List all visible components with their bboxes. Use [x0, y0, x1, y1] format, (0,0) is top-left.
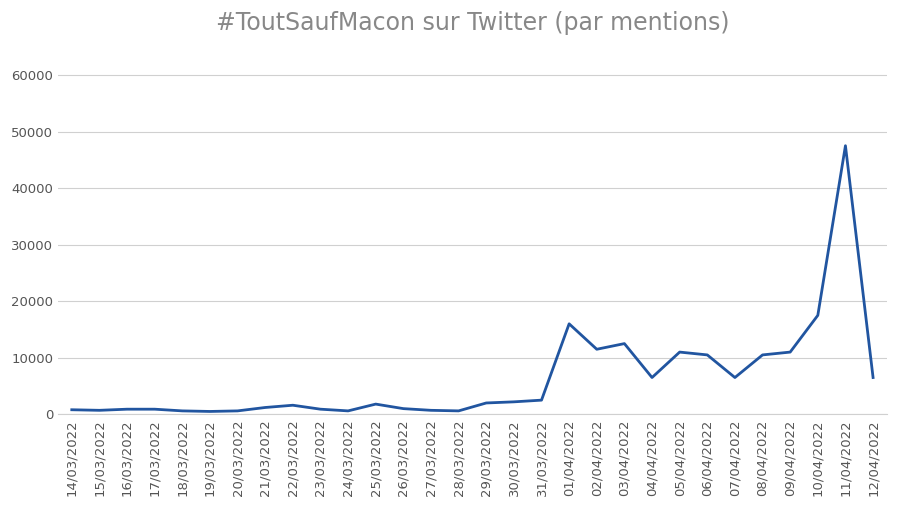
Title: #ToutSaufMacon sur Twitter (par mentions): #ToutSaufMacon sur Twitter (par mentions… [216, 11, 729, 35]
